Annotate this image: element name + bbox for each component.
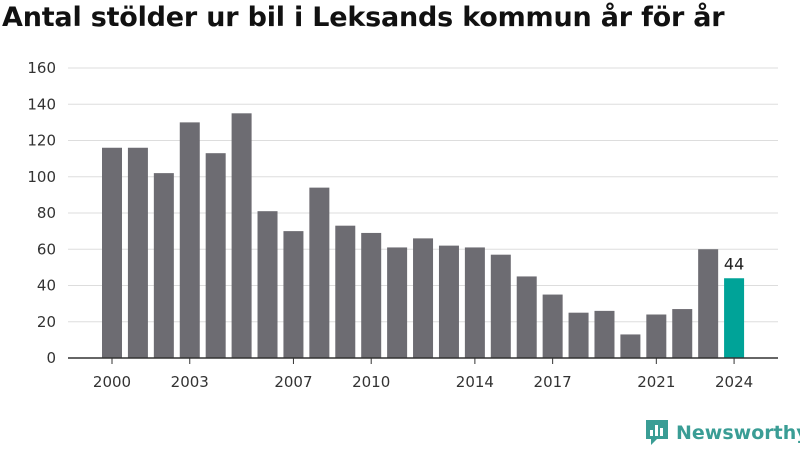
data-label-2024: 44 — [724, 254, 744, 273]
bar-2000 — [102, 147, 122, 358]
bar-2006 — [257, 211, 278, 358]
y-tick-label: 80 — [37, 204, 56, 222]
bar-2001 — [127, 147, 148, 358]
x-tick-label-2003: 2003 — [171, 373, 209, 391]
chart-title: Antal stölder ur bil i Leksands kommun å… — [2, 2, 725, 33]
x-tick-label-2017: 2017 — [534, 373, 572, 391]
bar-2010 — [361, 232, 382, 358]
y-tick-label: 60 — [37, 240, 56, 258]
x-tick-label-2024: 2024 — [715, 373, 753, 391]
x-tick-label-2021: 2021 — [637, 373, 675, 391]
bar-2012 — [413, 238, 434, 358]
bar-2005 — [231, 113, 252, 358]
bar-2021 — [646, 314, 667, 358]
y-tick-label: 160 — [27, 59, 56, 77]
brand-logo: Newsworthy — [644, 419, 800, 447]
bar-2009 — [335, 225, 356, 358]
bar-2024 — [724, 278, 745, 358]
bar-2002 — [153, 173, 174, 358]
y-tick-label: 20 — [37, 313, 56, 331]
bar-2019 — [594, 310, 615, 358]
bar-2013 — [438, 245, 459, 358]
bar-2008 — [309, 187, 330, 358]
bar-2015 — [490, 254, 511, 358]
bar-2018 — [568, 312, 589, 358]
bar-2003 — [179, 122, 200, 358]
x-tick-label-2007: 2007 — [274, 373, 312, 391]
y-tick-label: 140 — [27, 95, 56, 113]
bar-2020 — [620, 334, 641, 358]
bar-chart-speech-bubble-icon — [646, 420, 668, 445]
y-tick-label: 0 — [46, 349, 56, 367]
bar-2017 — [542, 294, 563, 358]
bar-2007 — [283, 231, 304, 358]
brand-name: Newsworthy — [676, 422, 800, 444]
bar-2016 — [516, 276, 537, 358]
y-tick-label: 40 — [37, 277, 56, 295]
x-tick-label-2014: 2014 — [456, 373, 494, 391]
y-tick-label: 100 — [27, 168, 56, 186]
bar-2004 — [205, 153, 226, 358]
bars — [102, 113, 745, 358]
x-tick-label-2000: 2000 — [93, 373, 131, 391]
x-tick-label-2010: 2010 — [352, 373, 390, 391]
y-axis-ticks: 0 20 40 60 80 100 120 140 160 — [27, 59, 56, 367]
data-labels: 44 — [724, 254, 744, 273]
bar-2014 — [464, 247, 485, 358]
y-tick-label: 120 — [27, 132, 56, 150]
bar-2011 — [387, 247, 408, 358]
bar-2023 — [698, 249, 719, 358]
bar-2022 — [672, 309, 693, 358]
x-axis-ticks: 2000 2003 2007 2010 2014 2017 2021 2024 — [93, 358, 753, 391]
